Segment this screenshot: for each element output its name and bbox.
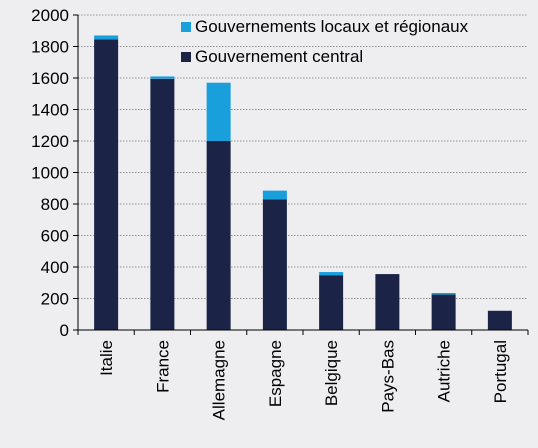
y-tick-label: 1600 <box>31 69 69 88</box>
bar-segment <box>94 39 119 330</box>
x-tick-label: Italie <box>97 340 116 376</box>
y-tick-label: 0 <box>60 321 69 340</box>
legend-swatch <box>181 22 191 32</box>
bar-segment <box>206 141 231 330</box>
y-tick-label: 400 <box>41 258 69 277</box>
x-tick-label: Espagne <box>266 340 285 407</box>
bar-segment <box>319 275 344 330</box>
x-tick-label: Belgique <box>322 340 341 406</box>
y-tick-label: 1800 <box>31 38 69 57</box>
bar-segment <box>487 310 512 330</box>
x-tick-label: Pays-Bas <box>378 340 397 413</box>
y-tick-label: 800 <box>41 195 69 214</box>
bar-segment <box>262 190 287 200</box>
y-tick-label: 1200 <box>31 132 69 151</box>
x-tick-label: Portugal <box>491 340 510 403</box>
bar-segment <box>319 272 344 276</box>
y-tick-label: 1000 <box>31 164 69 183</box>
bar-segment <box>150 76 175 79</box>
x-axis-ticks: Italie France Allemagne Espagne Belgique Pays… <box>77 330 529 420</box>
bars <box>94 35 512 330</box>
x-tick-label: Allemagne <box>210 340 229 420</box>
legend: Gouvernements locaux et régionaux Gouvern… <box>181 17 469 66</box>
bar-segment <box>431 294 456 330</box>
legend-label: Gouvernement central <box>195 47 363 66</box>
bar-segment <box>94 35 119 40</box>
y-axis-ticks: 0 200 400 600 800 1000 1200 1400 1600 1800 2000 <box>31 6 78 340</box>
bar-segment <box>431 292 456 295</box>
bar-segment <box>375 274 400 330</box>
y-tick-label: 200 <box>41 290 69 309</box>
y-tick-label: 1400 <box>31 101 69 120</box>
bar-segment <box>150 78 175 330</box>
bar-segment <box>262 199 287 330</box>
legend-swatch <box>181 52 191 62</box>
x-tick-label: France <box>153 340 172 393</box>
legend-label: Gouvernements locaux et régionaux <box>195 17 469 36</box>
y-tick-label: 2000 <box>31 6 69 25</box>
y-tick-label: 600 <box>41 227 69 246</box>
x-tick-label: Autriche <box>435 340 454 402</box>
bar-segment <box>206 82 231 141</box>
